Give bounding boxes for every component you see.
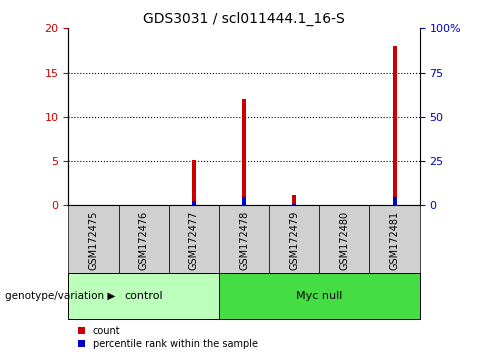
Bar [192,201,196,205]
Bar [319,205,369,273]
Legend: count, percentile rank within the sample: count, percentile rank within the sample [78,326,258,349]
Bar [68,205,119,273]
Text: GSM172481: GSM172481 [389,211,400,270]
Text: genotype/variation ▶: genotype/variation ▶ [5,291,115,301]
Bar [292,195,296,205]
Text: GSM172480: GSM172480 [339,211,349,270]
Text: control: control [124,291,163,301]
Bar [68,273,219,319]
Bar [369,205,420,273]
Bar [219,273,420,319]
Bar [192,160,196,205]
Title: GDS3031 / scl011444.1_16-S: GDS3031 / scl011444.1_16-S [143,12,345,26]
Text: GSM172476: GSM172476 [139,211,149,270]
Bar [242,99,246,205]
Bar [119,205,169,273]
Text: GSM172475: GSM172475 [88,211,99,270]
Bar [169,205,219,273]
Bar [219,205,269,273]
Text: GSM172479: GSM172479 [289,211,299,270]
Text: Myc null: Myc null [296,291,343,301]
Bar [269,205,319,273]
Bar [242,197,246,205]
Bar [392,46,397,205]
Text: GSM172477: GSM172477 [189,211,199,270]
Text: GSM172478: GSM172478 [239,211,249,270]
Bar [392,197,397,205]
